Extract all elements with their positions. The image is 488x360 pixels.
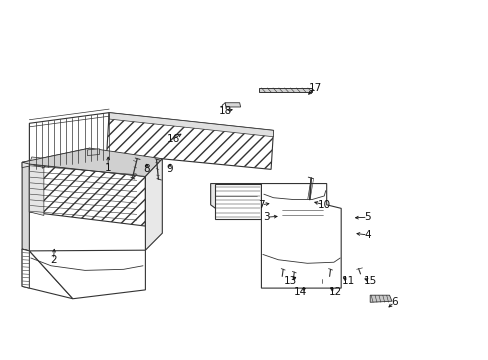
Text: 11: 11: [341, 276, 354, 286]
Text: 1: 1: [104, 163, 111, 172]
Circle shape: [122, 257, 134, 266]
Text: 16: 16: [166, 134, 179, 144]
Polygon shape: [215, 184, 261, 219]
Circle shape: [282, 277, 288, 282]
Polygon shape: [29, 164, 145, 226]
Text: 13: 13: [284, 276, 297, 286]
Text: 9: 9: [166, 165, 173, 174]
Bar: [246, 196, 256, 203]
Text: 15: 15: [363, 276, 376, 286]
Polygon shape: [22, 249, 73, 299]
Polygon shape: [109, 113, 273, 137]
Circle shape: [267, 277, 274, 282]
Text: 3: 3: [263, 212, 269, 222]
Polygon shape: [22, 148, 90, 168]
Bar: [232, 206, 242, 213]
Bar: [219, 206, 228, 213]
Polygon shape: [29, 157, 145, 176]
Polygon shape: [224, 103, 240, 107]
Polygon shape: [29, 250, 145, 299]
Text: 6: 6: [390, 297, 397, 307]
Bar: [219, 196, 228, 203]
Polygon shape: [106, 113, 273, 169]
Polygon shape: [259, 88, 311, 92]
Polygon shape: [145, 159, 162, 250]
Text: 8: 8: [143, 165, 150, 174]
Text: 4: 4: [364, 230, 370, 240]
Polygon shape: [22, 148, 162, 176]
Polygon shape: [261, 184, 341, 288]
Text: 7: 7: [258, 200, 264, 210]
Text: 17: 17: [308, 83, 322, 93]
Polygon shape: [29, 113, 109, 169]
Polygon shape: [280, 205, 324, 244]
Polygon shape: [29, 164, 44, 215]
Text: 14: 14: [293, 287, 306, 297]
Text: 18: 18: [218, 106, 231, 116]
Text: 5: 5: [364, 212, 370, 222]
Polygon shape: [22, 162, 29, 251]
Circle shape: [274, 277, 281, 282]
Circle shape: [315, 275, 327, 283]
Bar: [232, 196, 242, 203]
Bar: [246, 206, 256, 213]
Polygon shape: [369, 295, 391, 302]
Polygon shape: [22, 249, 29, 288]
Text: 10: 10: [317, 200, 330, 210]
Polygon shape: [210, 184, 261, 210]
Text: 2: 2: [50, 255, 57, 265]
Polygon shape: [87, 149, 99, 156]
Text: 12: 12: [328, 287, 341, 297]
